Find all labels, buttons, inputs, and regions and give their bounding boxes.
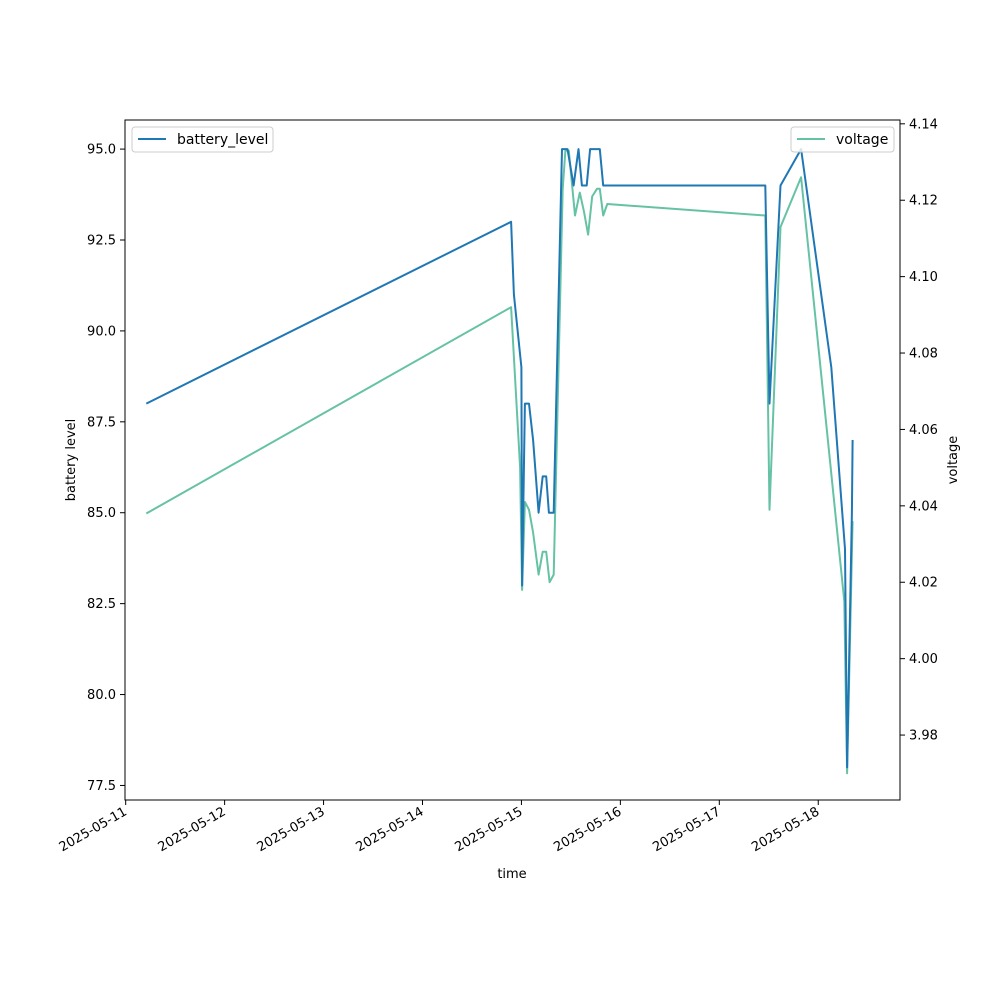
y-right-tick-label: 4.10	[909, 270, 938, 285]
y-left-tick-label: 80.0	[87, 688, 116, 703]
legend-box	[131, 126, 274, 153]
y-right-tick-label: 3.98	[909, 729, 938, 744]
y-left-tick-label: 77.5	[87, 779, 116, 794]
y-left-tick-label: 85.0	[87, 506, 116, 521]
y-left-tick-label: 82.5	[87, 597, 116, 612]
series-line-voltage	[145, 149, 854, 775]
y-axis-right-title: voltage	[946, 436, 961, 485]
legend-battery-level: battery_level	[131, 126, 274, 153]
y-right-tick-label: 4.00	[909, 652, 938, 667]
y-right-tick-label: 4.12	[909, 194, 938, 209]
plot-frame	[124, 119, 901, 801]
y-left-tick-label: 87.5	[87, 415, 116, 430]
legend-label-battery-level: battery_level	[177, 132, 268, 148]
y-right-tick-label: 4.14	[909, 117, 938, 132]
y-left-tick-label: 95.0	[87, 143, 116, 158]
legend-label-voltage: voltage	[836, 132, 888, 148]
legend-box	[790, 126, 895, 153]
y-right-tick-label: 4.04	[909, 499, 938, 514]
y-right-tick-label: 4.06	[909, 423, 938, 438]
y-left-tick-label: 90.0	[87, 324, 116, 339]
x-axis-title: time	[497, 867, 526, 882]
y-axis-left-title: battery level	[64, 419, 79, 502]
y-left-tick-label: 92.5	[87, 234, 116, 249]
y-axis-right: 3.98 4.00 4.02 4.04 4.06 4.08 4.10 4.12 4.14	[900, 117, 938, 744]
y-right-tick-label: 4.08	[909, 347, 938, 362]
y-right-tick-label: 4.02	[909, 576, 938, 591]
legend-voltage: voltage	[790, 126, 895, 153]
y-axis-left: 77.5 80.0 82.5 85.0 87.5 90.0 92.5 95.0	[87, 143, 125, 794]
